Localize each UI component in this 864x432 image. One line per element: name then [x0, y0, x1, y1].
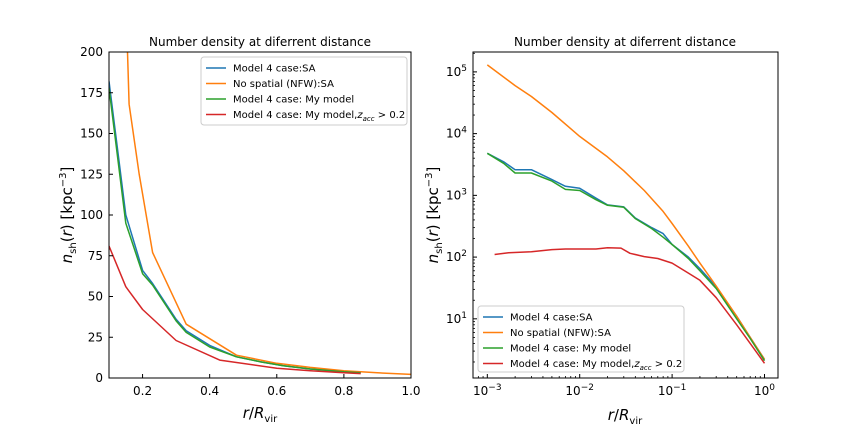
right-ytick-label: 105: [446, 64, 467, 79]
right-series-line-3: [486, 152, 766, 362]
right-chart-ylabel: nsh(r) [kpc−3]: [424, 167, 445, 264]
left-ytick-label: 150: [80, 127, 103, 141]
right-legend-box: [477, 305, 685, 373]
right-legend-label-2: No spatial (NFW):SA: [510, 328, 611, 339]
left-series-line-2: [126, 52, 411, 376]
left-xtick-label: 0.4: [200, 384, 219, 398]
left-ytick-label: 75: [88, 249, 103, 263]
left-chart-legend: Model 4 case:SA No spatial (NFW):SA Model …: [200, 56, 408, 126]
right-chart-panel: Number density at diferrent distance 10−…: [424, 35, 779, 427]
right-ytick-label: 101: [446, 311, 467, 326]
right-ytick-label: 104: [446, 126, 467, 141]
left-legend-label-2: No spatial (NFW):SA: [233, 79, 334, 90]
right-xtick-label: 10−3: [473, 383, 502, 398]
right-xtick-label: 10−2: [565, 383, 594, 398]
right-xtick-label: 10−1: [658, 383, 687, 398]
left-ytick-label: 200: [80, 45, 103, 59]
left-ytick-label: 175: [80, 86, 103, 100]
right-ytick-label: 103: [446, 187, 467, 202]
left-xtick-label: 0.6: [267, 384, 286, 398]
left-legend-label-3: Model 4 case: My model: [233, 95, 354, 106]
left-ytick-label: 50: [88, 290, 103, 304]
right-series-line-4: [494, 246, 766, 364]
left-xtick-label: 0.2: [133, 384, 152, 398]
left-legend-box: [200, 56, 408, 126]
left-series-line-3: [109, 87, 361, 374]
right-chart-xticks: 10−3 10−2 10−1 100: [473, 374, 775, 398]
right-legend-label-3: Model 4 case: My model: [510, 344, 631, 355]
right-chart-legend: Model 4 case:SA No spatial (NFW):SA Model …: [477, 305, 685, 373]
left-xtick-label: 0.8: [334, 384, 353, 398]
left-chart-frame: [108, 51, 412, 379]
right-legend-label-4: Model 4 case: My model,zacc > 0.2: [510, 359, 682, 372]
left-chart-lines: [109, 52, 411, 376]
left-ytick-label: 25: [88, 330, 103, 344]
right-series-line-2: [486, 64, 766, 360]
right-chart-frame: [472, 51, 779, 379]
left-chart-panel: Number density at diferrent distance 0.2…: [58, 35, 421, 425]
left-ytick-label: 0: [95, 371, 103, 385]
left-legend-label-4: Model 4 case: My model,zacc > 0.2: [233, 110, 405, 123]
left-chart-title: Number density at diferrent distance: [149, 35, 371, 49]
left-legend-label-1: Model 4 case:SA: [233, 64, 316, 75]
right-chart-title: Number density at diferrent distance: [514, 35, 736, 49]
left-series-line-4: [109, 245, 361, 375]
left-xtick-label: 1.0: [401, 384, 420, 398]
left-chart-xticks: 0.2 0.4 0.6 0.8 1.0: [133, 374, 421, 398]
right-chart-lines: [486, 64, 766, 364]
left-ytick-label: 100: [80, 208, 103, 222]
left-ytick-label: 125: [80, 167, 103, 181]
right-xtick-label: 100: [754, 383, 775, 398]
left-chart-ylabel: nsh(r) [kpc−3]: [58, 167, 79, 264]
right-ytick-label: 102: [446, 249, 467, 264]
right-legend-label-1: Model 4 case:SA: [510, 313, 593, 324]
